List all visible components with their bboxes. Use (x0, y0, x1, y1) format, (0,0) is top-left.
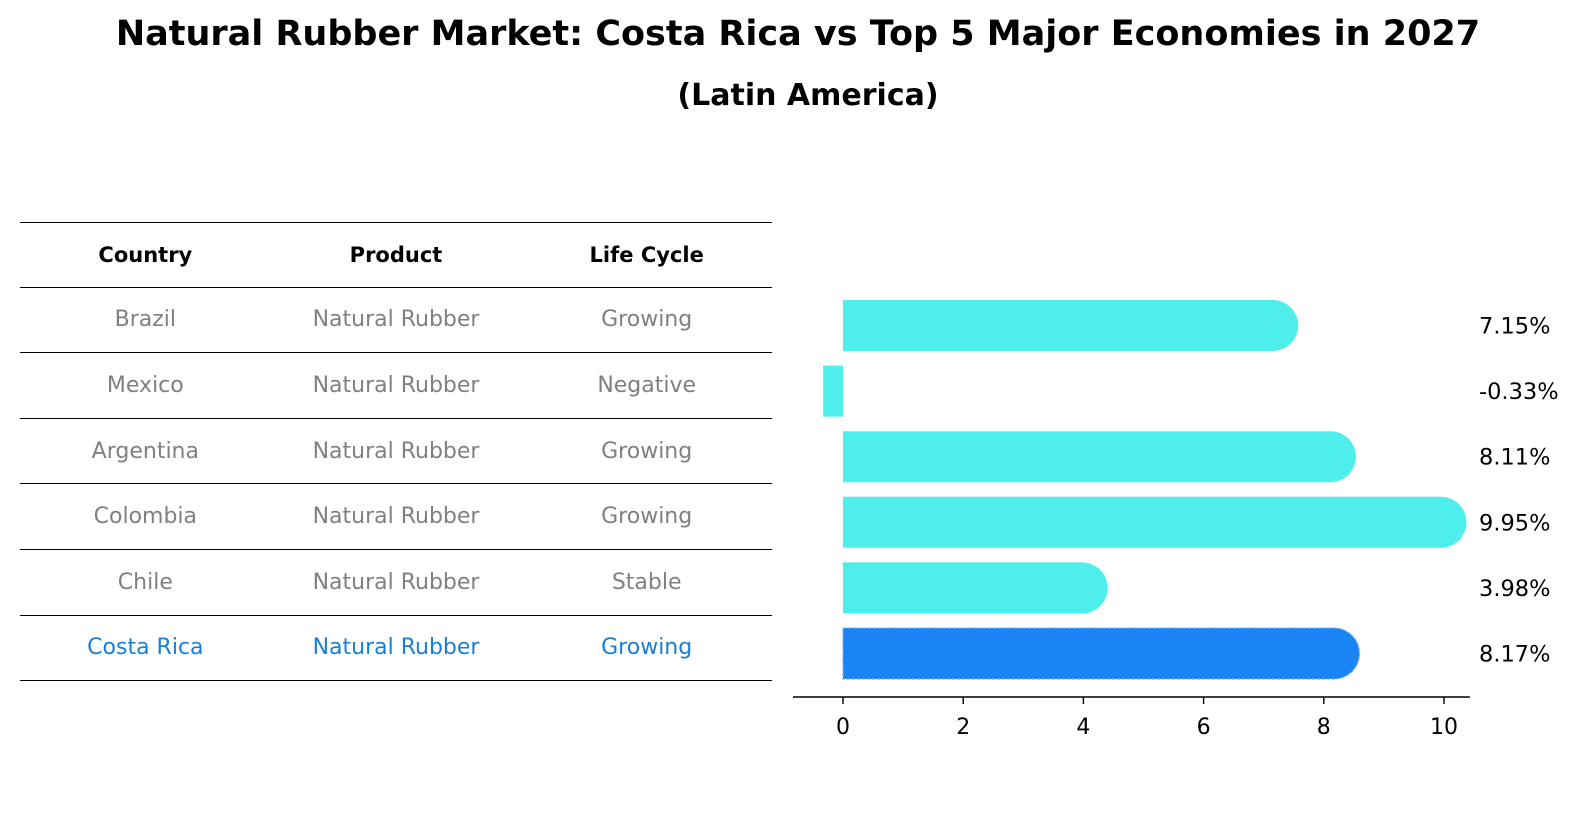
chart-subtitle: (Latin America) (677, 78, 939, 113)
bar (843, 431, 1356, 483)
bar (823, 365, 843, 417)
cell-life-cycle: Growing (601, 307, 693, 333)
cell-product: Natural Rubber (312, 504, 480, 530)
bar (843, 496, 1467, 548)
cell-life-cycle: Growing (601, 438, 693, 464)
x-tick-label: 0 (836, 715, 850, 740)
value-label: 8.17% (1479, 642, 1550, 668)
x-tick-label: 2 (956, 715, 970, 740)
value-label: 7.15% (1479, 314, 1550, 340)
value-label: 9.95% (1479, 510, 1550, 536)
cell-product: Natural Rubber (312, 569, 480, 595)
bar-highlight (842, 627, 1361, 680)
table-row: Chile Natural Rubber Stable (20, 550, 772, 616)
table-row: Brazil Natural Rubber Growing (20, 288, 772, 354)
cell-country: Chile (117, 569, 173, 595)
value-label: 3.98% (1479, 576, 1550, 602)
cell-life-cycle: Growing (601, 504, 693, 530)
cell-life-cycle: Growing (601, 635, 693, 661)
table-row: Mexico Natural Rubber Negative (20, 353, 772, 419)
x-tick-label: 10 (1430, 715, 1458, 740)
data-table: Country Product Life Cycle Brazil Natura… (20, 222, 772, 682)
x-tick-label: 4 (1076, 715, 1090, 740)
cell-life-cycle: Negative (597, 372, 697, 398)
table-header-row: Country Product Life Cycle (20, 222, 772, 288)
cell-product: Natural Rubber (312, 635, 480, 661)
cell-country: Costa Rica (87, 635, 204, 661)
cell-product: Natural Rubber (312, 307, 480, 333)
header-country: Country (98, 242, 193, 267)
bar (843, 300, 1299, 351)
cell-product: Natural Rubber (312, 438, 480, 464)
cell-country: Brazil (114, 307, 177, 333)
chart-title: Natural Rubber Market: Costa Rica vs Top… (115, 14, 1481, 54)
value-label: 8.11% (1479, 445, 1550, 471)
cell-country: Argentina (91, 438, 199, 464)
value-label: -0.33% (1479, 379, 1559, 405)
table-row-highlight: Costa Rica Natural Rubber Growing (20, 616, 772, 682)
cell-country: Mexico (106, 372, 184, 398)
cell-life-cycle: Stable (611, 569, 682, 595)
bar (843, 562, 1108, 614)
cell-product: Natural Rubber (312, 372, 480, 398)
x-tick-label: 8 (1317, 715, 1331, 740)
table-row: Colombia Natural Rubber Growing (20, 484, 772, 550)
table-row: Argentina Natural Rubber Growing (20, 419, 772, 485)
header-life-cycle: Life Cycle (589, 242, 704, 267)
header-product: Product (349, 242, 443, 267)
cell-country: Colombia (93, 504, 198, 530)
x-tick-label: 6 (1197, 715, 1211, 740)
